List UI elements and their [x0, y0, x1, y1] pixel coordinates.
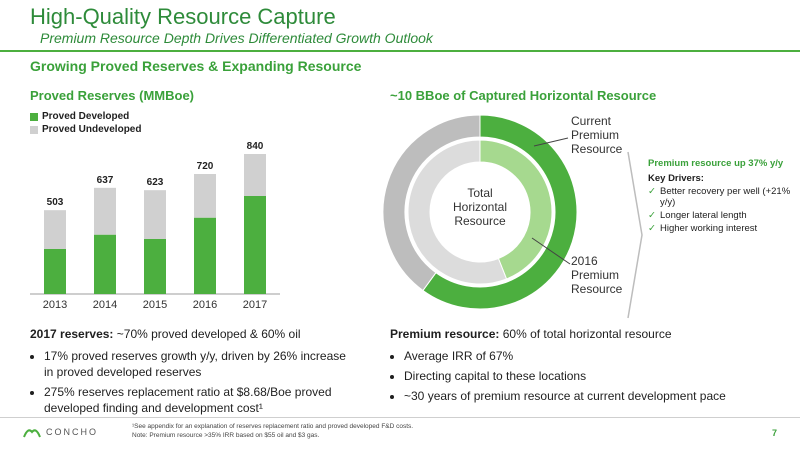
legend-swatch [30, 112, 38, 121]
legend-label: Proved Developed [42, 111, 130, 122]
page-number: 7 [772, 428, 778, 438]
checkmark-icon: ✓ [648, 210, 656, 221]
bar-proved-undeveloped [44, 210, 66, 249]
key-drivers-panel: Premium resource up 37% y/y Key Drivers:… [648, 158, 798, 236]
list-item: Average IRR of 67% [404, 348, 790, 364]
lead-text: 60% of total horizontal resource [499, 327, 672, 341]
legend-label: Proved Undeveloped [42, 124, 142, 135]
bar-total-label: 840 [247, 141, 264, 152]
lead-text: ~70% proved developed & 60% oil [113, 327, 301, 341]
resource-summary-lead: Premium resource: 60% of total horizonta… [390, 326, 790, 342]
checkmark-icon: ✓ [648, 223, 656, 234]
bar-proved-developed [44, 249, 66, 294]
resource-bullet-list: Average IRR of 67% Directing capital to … [390, 348, 790, 404]
footnotes: ¹See appendix for an explanation of rese… [132, 422, 413, 440]
resource-summary: Premium resource: 60% of total horizonta… [390, 326, 790, 408]
page-subtitle: Premium Resource Depth Drives Differenti… [40, 30, 433, 46]
footnote-2: Note: Premium resource >35% IRR based on… [132, 432, 320, 439]
bar-proved-developed [244, 196, 266, 294]
bar-proved-undeveloped [94, 187, 116, 235]
proved-reserves-bar-chart: 503 2013 637 2014 623 2015 720 2016 840 2017 [30, 141, 280, 311]
bar-total-label: 720 [197, 161, 214, 172]
driver-text: Longer lateral length [660, 210, 747, 221]
bar-total-label: 637 [97, 175, 114, 186]
page-title: High-Quality Resource Capture [30, 4, 336, 29]
x-tick-label: 2013 [43, 299, 67, 311]
label-2016-premium: 2016 Premium Resource [571, 254, 623, 296]
donut-callout-lines [531, 137, 571, 265]
donut-center-label: Total Horizontal Resource [452, 186, 508, 228]
bar-total-label: 623 [147, 177, 164, 188]
x-tick-label: 2016 [193, 299, 217, 311]
horizontal-resource-donut-chart [382, 114, 578, 310]
legend-swatch [30, 125, 38, 134]
premium-growth-highlight: Premium resource up 37% y/y [648, 158, 784, 169]
bar-proved-developed [144, 239, 166, 294]
driver-item: ✓ Longer lateral length [648, 210, 798, 221]
bar-proved-undeveloped [244, 154, 266, 196]
section-title: Growing Proved Reserves & Expanding Reso… [30, 58, 362, 74]
logo-mark-icon [23, 429, 41, 438]
callout-line-2016 [531, 237, 571, 265]
bar-proved-developed [194, 217, 216, 294]
bar-proved-undeveloped [194, 174, 216, 218]
checkmark-icon: ✓ [648, 186, 656, 197]
reserves-bullet-list: 17% proved reserves growth y/y, driven b… [30, 348, 350, 416]
list-item: Directing capital to these locations [404, 368, 790, 384]
donut-slice-2016-other [407, 139, 508, 285]
footnote-1: ¹See appendix for an explanation of rese… [132, 423, 414, 430]
legend-item-proved-developed: Proved Developed [30, 110, 141, 123]
driver-text: Higher working interest [660, 223, 758, 234]
reserves-summary: 2017 reserves: ~70% proved developed & 6… [30, 326, 350, 420]
bar-proved-developed [94, 234, 116, 294]
donut-chart-title: ~10 BBoe of Captured Horizontal Resource [390, 88, 657, 103]
donut-slice-current-premium [422, 114, 578, 310]
reserves-summary-lead: 2017 reserves: ~70% proved developed & 6… [30, 326, 350, 342]
title-divider [0, 50, 800, 52]
list-item: 275% reserves replacement ratio at $8.68… [44, 384, 350, 416]
x-tick-label: 2015 [143, 299, 167, 311]
donut-slice-2016-premium [479, 139, 553, 280]
concho-logo: CONCHO [22, 425, 98, 439]
bar-chart-title: Proved Reserves (MMBoe) [30, 88, 194, 103]
lead-bold: Premium resource: [390, 327, 500, 341]
list-item: ~30 years of premium resource at current… [404, 388, 790, 404]
footer-divider [0, 417, 800, 418]
x-tick-label: 2014 [93, 299, 117, 311]
legend-item-proved-undeveloped: Proved Undeveloped [30, 123, 141, 136]
bar-legend: Proved Developed Proved Undeveloped [30, 110, 141, 136]
label-current-premium: Current Premium Resource [571, 114, 623, 156]
bar-total-label: 503 [47, 197, 64, 208]
driver-text: Better recovery per well (+21% y/y) [660, 186, 791, 208]
bar-proved-undeveloped [144, 190, 166, 239]
donut-slice-current-other [382, 114, 481, 292]
list-item: 17% proved reserves growth y/y, driven b… [44, 348, 350, 380]
lead-bold: 2017 reserves: [30, 327, 114, 341]
x-tick-label: 2017 [243, 299, 267, 311]
key-drivers-title: Key Drivers: [648, 173, 704, 184]
driver-item: ✓ Higher working interest [648, 223, 798, 234]
callout-line-current [533, 137, 569, 147]
driver-item: ✓ Better recovery per well (+21% y/y) [648, 186, 798, 208]
logo-text: CONCHO [46, 427, 98, 437]
bracket-chevron-icon [627, 151, 643, 319]
